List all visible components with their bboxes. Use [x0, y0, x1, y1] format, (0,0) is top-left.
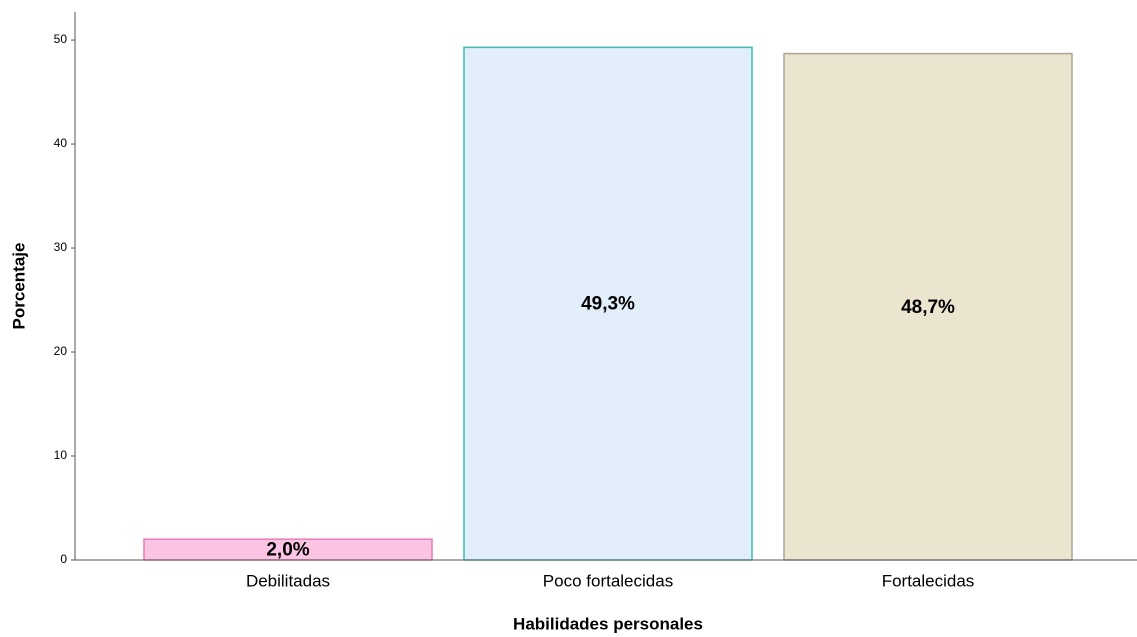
- y-tick-label: 50: [54, 32, 68, 46]
- x-tick-label: Debilitadas: [246, 571, 330, 590]
- x-axis-title: Habilidades personales: [513, 614, 703, 633]
- x-tick-label: Fortalecidas: [882, 571, 975, 590]
- value-label: 49,3%: [581, 294, 635, 315]
- bar: [463, 46, 753, 561]
- x-tick-label: Poco fortalecidas: [543, 571, 673, 590]
- value-label: 48,7%: [901, 297, 955, 318]
- y-tick-label: 0: [60, 552, 67, 566]
- y-tick-label: 30: [54, 240, 68, 254]
- y-tick-label: 10: [54, 448, 68, 462]
- bar: [783, 52, 1073, 561]
- y-tick-label: 40: [54, 136, 68, 150]
- y-tick-label: 20: [54, 344, 68, 358]
- y-axis-title: Porcentaje: [9, 243, 28, 330]
- value-label: 2,0%: [266, 540, 309, 561]
